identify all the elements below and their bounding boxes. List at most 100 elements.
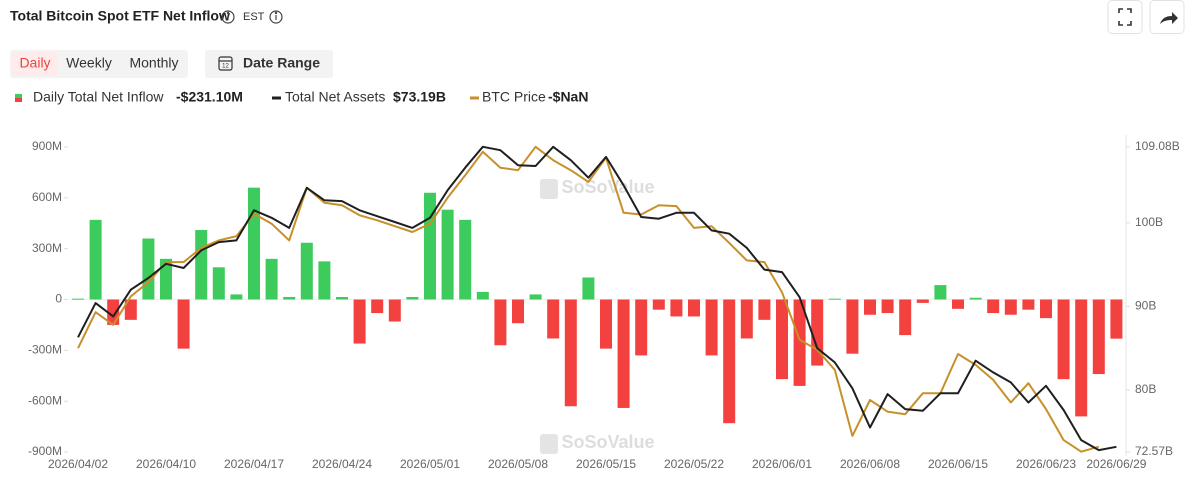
bar [72, 298, 84, 300]
bar [142, 238, 155, 300]
bar [212, 267, 225, 300]
bar [969, 297, 982, 300]
chart-title: Total Bitcoin Spot ETF Net Inflow [10, 8, 230, 24]
bar [1110, 299, 1123, 339]
bar [564, 299, 577, 407]
legend-label: Daily Total Net Inflow [33, 89, 164, 105]
bar [1075, 299, 1088, 417]
bar [441, 209, 454, 300]
bar [881, 299, 894, 314]
bar [846, 299, 859, 354]
bar [952, 299, 964, 309]
y2-tick-label: 100B [1135, 215, 1163, 229]
timezone: EST [243, 11, 265, 23]
svg-text:12: 12 [222, 64, 229, 70]
bar [864, 299, 876, 315]
bar [987, 299, 1000, 314]
bar [476, 291, 489, 300]
x-tick-label: 2026/05/08 [488, 457, 548, 471]
bar [512, 299, 524, 324]
share-button[interactable] [1149, 0, 1185, 34]
bar [459, 219, 472, 300]
bar [776, 299, 788, 380]
bar [89, 219, 102, 300]
watermark: SoSoValue [561, 177, 654, 197]
bar [723, 299, 736, 424]
bar [160, 258, 172, 300]
bar [793, 299, 806, 386]
bar [265, 258, 278, 300]
y-tick-label: 600M [32, 190, 62, 204]
x-tick-label: 2026/06/23 [1016, 457, 1076, 471]
x-tick-label: 2026/06/08 [840, 457, 900, 471]
tab[interactable]: Weekly [66, 55, 112, 71]
legend-swatch [15, 94, 22, 98]
bar [371, 299, 384, 314]
y-tick-label: -600M [28, 393, 62, 407]
bar [600, 299, 612, 349]
x-tick-label: 2026/06/15 [928, 457, 988, 471]
bar [1040, 299, 1052, 319]
fullscreen-button[interactable] [1107, 0, 1143, 34]
date-range-label: Date Range [243, 55, 320, 71]
info-icon[interactable] [269, 10, 283, 24]
bar [828, 298, 841, 300]
bar [529, 294, 542, 300]
bar [1092, 299, 1105, 375]
watermark-logo [540, 179, 558, 199]
bar [1022, 299, 1035, 310]
x-tick-label: 2026/06/01 [752, 457, 812, 471]
bar [177, 299, 190, 349]
bar [300, 242, 313, 300]
bar [1057, 299, 1070, 380]
tab[interactable]: Monthly [129, 55, 178, 71]
watermark-logo [540, 434, 558, 454]
bar [740, 299, 753, 339]
legend-value: -$NaN [548, 89, 588, 105]
x-tick-label: 2026/05/15 [576, 457, 636, 471]
bar [336, 296, 348, 300]
y2-tick-label: 109.08B [1135, 139, 1180, 153]
bar [494, 299, 507, 346]
date-range-button[interactable]: 12 Date Range [205, 50, 333, 78]
bar [617, 299, 630, 408]
bar [283, 296, 296, 300]
x-tick-label: 2026/04/10 [136, 457, 196, 471]
bar [652, 299, 665, 310]
active-tab-bg [12, 52, 58, 76]
bar [670, 299, 683, 317]
bar [1004, 299, 1017, 315]
x-tick-label: 2026/05/01 [400, 457, 460, 471]
y2-tick-label: 80B [1135, 382, 1156, 396]
bar [635, 299, 648, 356]
bar [899, 299, 912, 336]
x-tick-label: 2026/05/22 [664, 457, 724, 471]
y-tick-label: 900M [32, 139, 62, 153]
y-tick-label: 0 [55, 292, 62, 306]
x-tick-label: 2026/04/17 [224, 457, 284, 471]
y2-tick-label: 90B [1135, 299, 1156, 313]
bar [353, 299, 366, 344]
y2-tick-label: 72.57B [1135, 444, 1173, 458]
bar [248, 187, 260, 300]
legend-value: -$231.10M [176, 89, 243, 105]
bar [124, 299, 137, 320]
bar [230, 294, 243, 300]
line [77, 145, 1117, 452]
bar [916, 299, 929, 303]
x-tick-label: 2026/04/24 [312, 457, 372, 471]
info-icon[interactable] [221, 10, 235, 24]
legend-value: $73.19B [393, 89, 446, 105]
bar [388, 299, 401, 322]
bar [406, 296, 419, 300]
bar [688, 299, 700, 317]
bar [705, 299, 718, 356]
bar [318, 261, 331, 300]
y-tick-label: -300M [28, 343, 62, 357]
bar [424, 192, 436, 300]
y-tick-label: 300M [32, 241, 62, 255]
x-tick-label: 2026/04/02 [48, 457, 108, 471]
tab[interactable]: Daily [19, 55, 50, 71]
